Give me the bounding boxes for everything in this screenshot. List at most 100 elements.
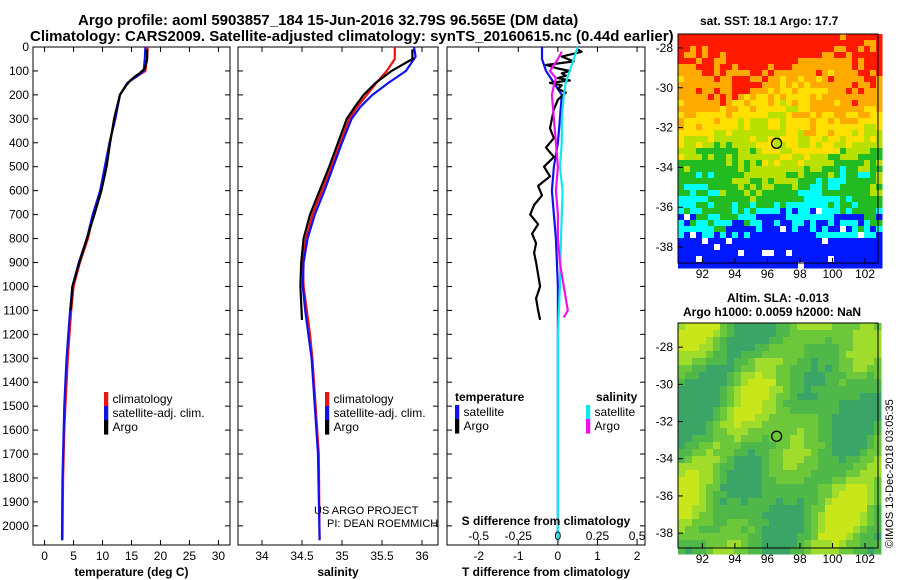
map-cell xyxy=(690,106,697,113)
map-x-tick-label: 94 xyxy=(728,552,742,566)
map-cell xyxy=(714,178,721,185)
map-cell xyxy=(769,344,777,352)
map-cell xyxy=(769,330,777,338)
map-cell xyxy=(864,202,871,209)
map-cell xyxy=(713,435,721,443)
map-cell xyxy=(714,250,721,257)
map-cell xyxy=(783,519,791,527)
map-cell xyxy=(702,160,709,167)
map-cell xyxy=(852,214,859,221)
map-cell xyxy=(822,40,829,47)
map-cell xyxy=(797,386,805,394)
map-cell xyxy=(734,365,742,373)
map-cell xyxy=(692,435,700,443)
map-cell xyxy=(732,64,739,71)
map-cell xyxy=(734,379,742,387)
map-cell xyxy=(696,244,703,251)
map-cell xyxy=(840,124,847,131)
map-cell xyxy=(860,407,868,415)
map-cell xyxy=(839,421,847,429)
map-cell xyxy=(714,154,721,161)
map-cell xyxy=(810,142,817,149)
map-cell xyxy=(713,400,721,408)
map-cell xyxy=(748,400,756,408)
map-cell xyxy=(762,442,770,450)
map-cell xyxy=(798,82,805,89)
map-cell xyxy=(726,154,733,161)
map-cell xyxy=(726,142,733,149)
map-cell xyxy=(858,94,865,101)
map-cell xyxy=(684,262,691,269)
map-cell xyxy=(762,533,770,541)
map-cell xyxy=(748,477,756,485)
map-cell xyxy=(726,34,733,41)
map-cell xyxy=(858,58,865,65)
map-cell xyxy=(846,512,854,520)
map-cell xyxy=(748,414,756,422)
map-cell xyxy=(839,533,847,541)
map-cell xyxy=(720,365,728,373)
map-cell xyxy=(776,442,784,450)
map-cell xyxy=(755,358,763,366)
map-cell xyxy=(741,484,749,492)
map-cell xyxy=(804,256,811,263)
map-cell xyxy=(853,428,861,436)
map-cell xyxy=(822,148,829,155)
map-cell xyxy=(713,365,721,373)
map-cell xyxy=(714,94,721,101)
map-cell xyxy=(797,484,805,492)
map-cell xyxy=(867,505,875,513)
map-cell xyxy=(768,208,775,215)
map-cell xyxy=(762,428,770,436)
map-cell xyxy=(810,136,817,143)
map-cell xyxy=(870,34,877,41)
map-cell xyxy=(706,358,714,366)
map-cell xyxy=(702,100,709,107)
map-cell xyxy=(696,166,703,173)
map-cell xyxy=(834,208,841,215)
map-cell xyxy=(706,428,714,436)
map-cell xyxy=(738,220,745,227)
map-cell xyxy=(810,148,817,155)
map-cell xyxy=(852,172,859,179)
map-cell xyxy=(706,323,714,331)
map-cell xyxy=(732,58,739,65)
map-cell xyxy=(832,491,840,499)
map-cell xyxy=(839,456,847,464)
map-cell xyxy=(738,46,745,53)
map-cell xyxy=(685,449,693,457)
map-cell xyxy=(744,154,751,161)
map-cell xyxy=(798,166,805,173)
map-cell xyxy=(702,130,709,137)
map-cell xyxy=(726,148,733,155)
map-cell xyxy=(822,244,829,251)
map-cell xyxy=(822,184,829,191)
legend-sal-argo: ▌Argo xyxy=(325,420,359,434)
map-cell xyxy=(720,435,728,443)
x-tick-label: 5 xyxy=(70,549,77,563)
map-cell xyxy=(720,449,728,457)
map-cell xyxy=(852,262,859,269)
map-cell xyxy=(678,94,685,101)
map-cell xyxy=(720,142,727,149)
map-cell xyxy=(825,442,833,450)
map-cell xyxy=(762,82,769,89)
map-cell xyxy=(870,214,877,221)
map-cell xyxy=(811,470,819,478)
map-cell xyxy=(750,118,757,125)
map-cell xyxy=(750,124,757,131)
map-cell xyxy=(678,393,686,401)
map-cell xyxy=(684,76,691,83)
map-cell xyxy=(769,421,777,429)
map-cell xyxy=(738,130,745,137)
map-cell xyxy=(798,118,805,125)
map-cell xyxy=(702,136,709,143)
map-cell xyxy=(840,100,847,107)
map-cell xyxy=(706,435,714,443)
map-cell xyxy=(720,512,728,520)
map-cell xyxy=(797,491,805,499)
map-cell xyxy=(828,166,835,173)
map-cell xyxy=(706,372,714,380)
map-cell xyxy=(811,379,819,387)
map-cell xyxy=(870,100,877,107)
